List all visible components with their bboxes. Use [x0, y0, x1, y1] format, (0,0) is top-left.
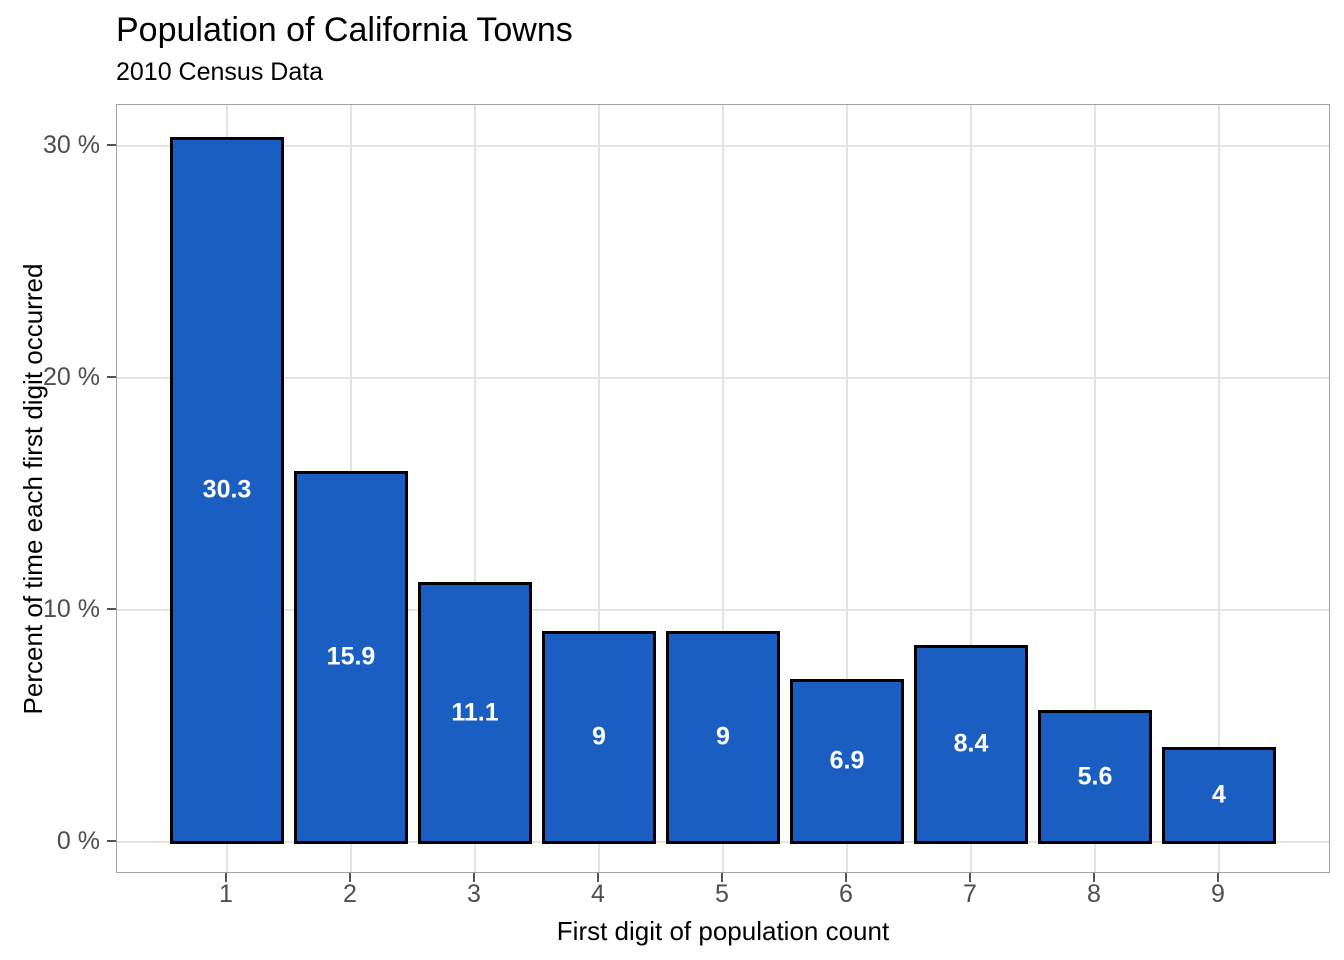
x-axis-title: First digit of population count [556, 916, 890, 946]
x-tick-mark [1217, 873, 1219, 882]
x-tick-mark [721, 873, 723, 882]
bar [542, 630, 656, 844]
x-tick-mark [473, 873, 475, 882]
bar [294, 470, 408, 844]
y-tick-label: 30 % [43, 130, 100, 159]
bar [1038, 709, 1152, 844]
y-tick-mark [107, 375, 116, 378]
x-gridline [846, 105, 848, 872]
x-gridline [474, 105, 476, 872]
x-tick-label: 3 [467, 880, 481, 908]
bar-value-label: 5.6 [1077, 762, 1113, 791]
chart-title: Population of California Towns [116, 11, 573, 49]
x-gridline [1094, 105, 1096, 872]
y-tick-label: 0 % [56, 826, 100, 855]
x-gridline [1218, 105, 1220, 872]
x-tick-label: 2 [343, 880, 357, 908]
bar-value-label: 8.4 [953, 729, 989, 758]
x-tick-mark [1093, 873, 1095, 882]
x-tick-mark [225, 873, 227, 882]
chart-subtitle: 2010 Census Data [116, 58, 324, 86]
bar-value-label: 11.1 [451, 698, 499, 727]
y-axis-title: Percent of time each first digit occurre… [18, 263, 48, 715]
plot-panel: 30.3 15.9 11.1 9 9 6.9 8.4 5.6 4 [116, 104, 1330, 873]
x-gridline [722, 105, 724, 872]
bar [914, 644, 1028, 844]
y-tick-label: 10 % [43, 594, 100, 623]
bar-value-label: 9 [592, 722, 606, 751]
bar [170, 136, 284, 844]
bar [1162, 746, 1276, 844]
x-tick-mark [969, 873, 971, 882]
y-tick-mark [107, 607, 116, 610]
x-tick-label: 5 [715, 880, 729, 908]
x-tick-label: 8 [1087, 880, 1101, 908]
bar [418, 582, 532, 844]
bar-value-label: 6.9 [829, 746, 865, 775]
x-tick-mark [349, 873, 351, 882]
bar [790, 679, 904, 844]
x-tick-mark [845, 873, 847, 882]
bar-value-label: 15.9 [326, 642, 376, 671]
x-gridline [970, 105, 972, 872]
y-tick-mark [107, 839, 116, 842]
x-tick-label: 4 [591, 880, 605, 908]
bar [666, 630, 780, 844]
bar-value-label: 30.3 [202, 475, 252, 504]
x-tick-label: 1 [219, 880, 233, 908]
bar-value-label: 9 [716, 722, 730, 751]
x-gridline [598, 105, 600, 872]
bar-value-label: 4 [1212, 780, 1226, 809]
x-tick-label: 6 [839, 880, 853, 908]
x-tick-label: 9 [1211, 880, 1225, 908]
x-tick-mark [597, 873, 599, 882]
y-tick-label: 20 % [43, 362, 100, 391]
y-tick-mark [107, 143, 116, 146]
x-tick-label: 7 [963, 880, 977, 908]
